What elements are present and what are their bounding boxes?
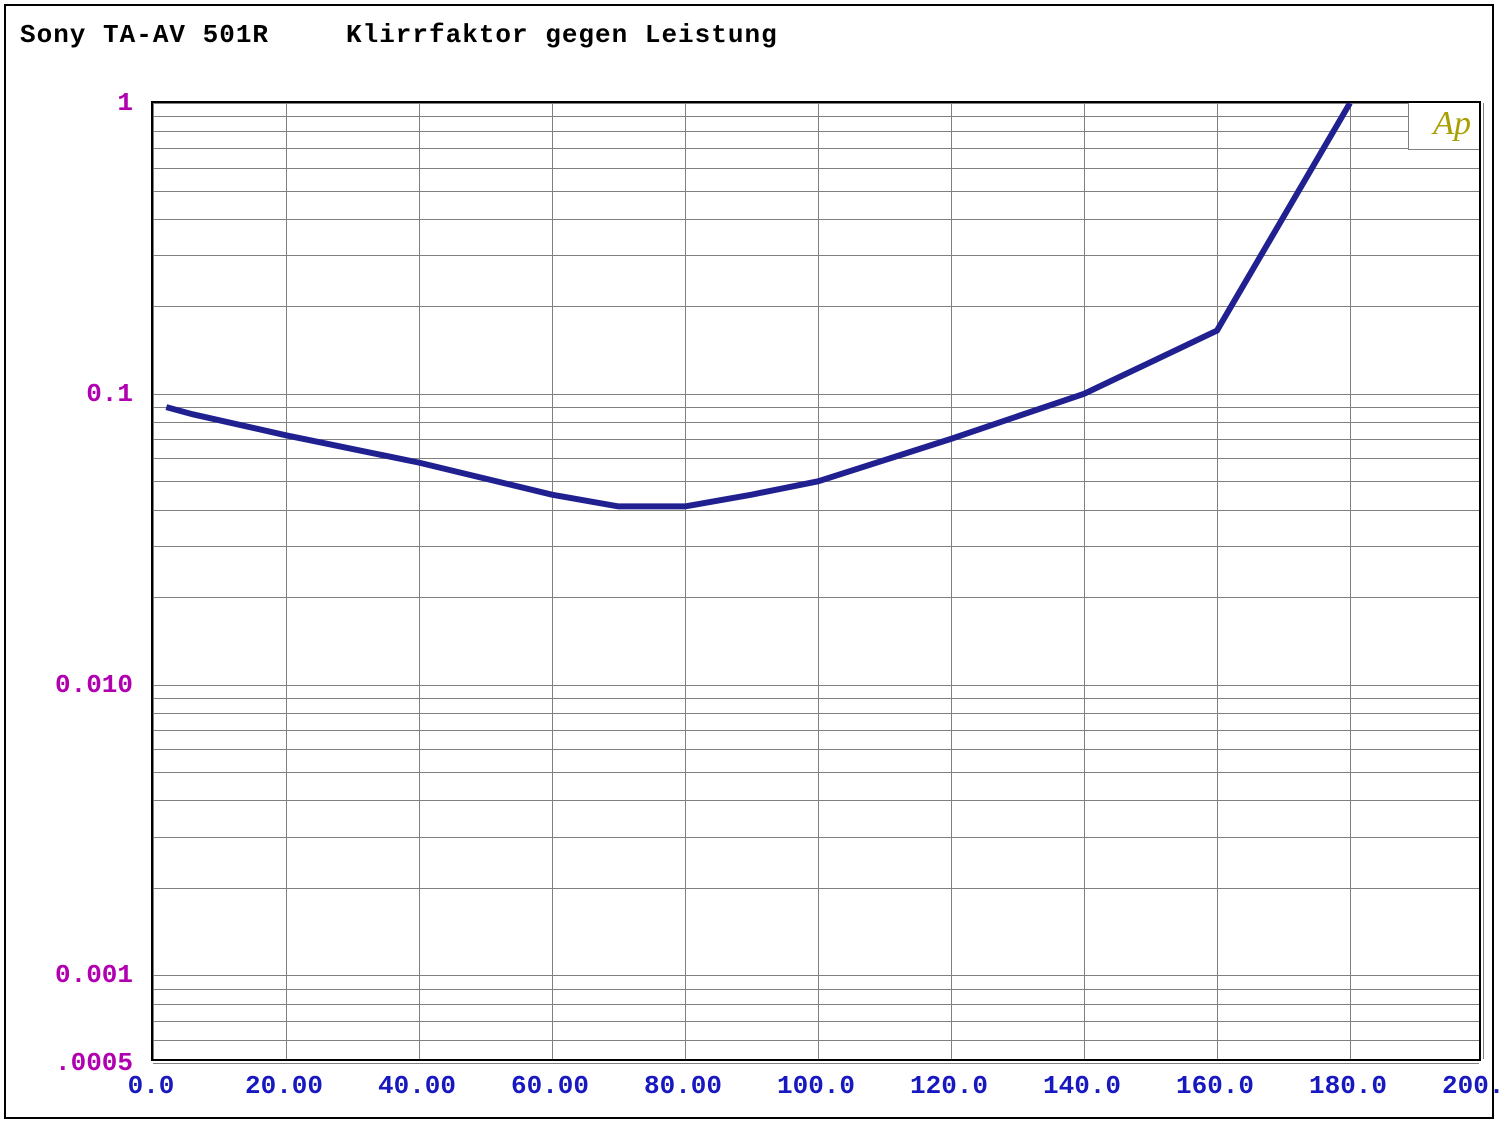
x-tick-label: 100.0 (756, 1071, 876, 1101)
gridline-h (153, 1063, 1479, 1064)
y-tick-label: 0.1 (6, 379, 133, 409)
x-tick-label: 200.0 (1421, 1071, 1500, 1101)
gridline-v (1483, 103, 1484, 1059)
chart-title-right: Klirrfaktor gegen Leistung (346, 20, 778, 50)
y-tick-label: 1 (6, 88, 133, 118)
x-tick-label: 160.0 (1155, 1071, 1275, 1101)
x-tick-label: 40.00 (357, 1071, 477, 1101)
x-tick-label: 140.0 (1022, 1071, 1142, 1101)
chart-title-left: Sony TA-AV 501R (20, 20, 269, 50)
x-tick-label: 60.00 (490, 1071, 610, 1101)
x-tick-label: 0.0 (91, 1071, 211, 1101)
plot-area: Ap (151, 101, 1481, 1061)
y-tick-label: 0.001 (6, 960, 133, 990)
chart-frame: Sony TA-AV 501R Klirrfaktor gegen Leistu… (4, 4, 1494, 1119)
x-tick-label: 80.00 (623, 1071, 743, 1101)
series-line (153, 103, 1483, 1063)
x-tick-label: 20.00 (224, 1071, 344, 1101)
x-tick-label: 180.0 (1288, 1071, 1408, 1101)
y-tick-label: 0.010 (6, 670, 133, 700)
x-tick-label: 120.0 (889, 1071, 1009, 1101)
